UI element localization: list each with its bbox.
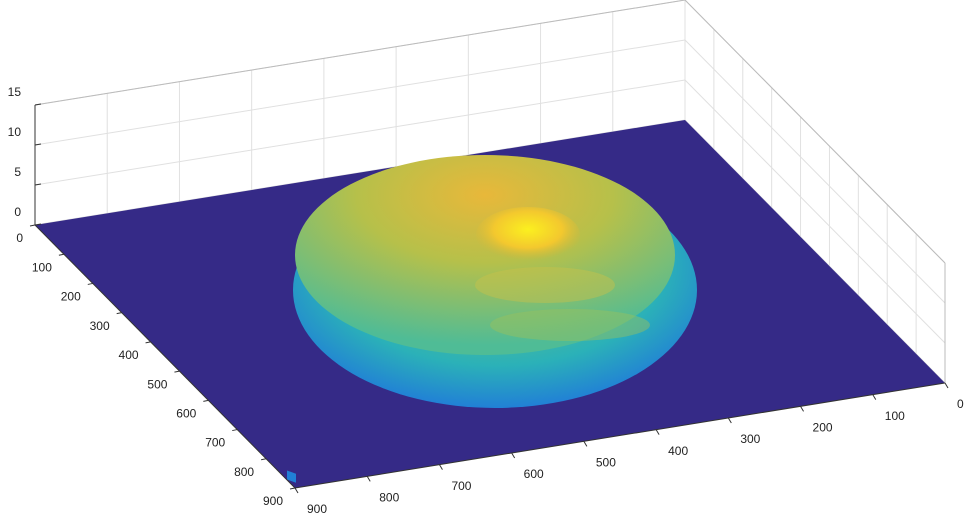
y-tick [145, 341, 151, 344]
x-tick [655, 429, 660, 435]
x-tick [800, 406, 804, 412]
surface-speck [287, 470, 296, 483]
z-tick [34, 143, 42, 146]
y-tick [29, 224, 36, 227]
y-tick-label: 800 [234, 465, 254, 479]
grid-line [684, 39, 946, 304]
x-tick [872, 394, 877, 400]
y-tick [261, 458, 267, 461]
surface-ridge [490, 309, 650, 341]
x-tick-label: 100 [885, 409, 905, 423]
surface-peak [476, 207, 580, 263]
z-tick-label: 15 [8, 85, 22, 99]
y-tick [87, 282, 93, 285]
x-tick [727, 417, 732, 424]
z-tick [34, 183, 42, 186]
axis-box [684, 0, 946, 264]
y-tick-label: 600 [176, 407, 196, 421]
y-axis [34, 224, 296, 489]
z-tick [34, 103, 42, 106]
y-tick-label: 900 [263, 494, 283, 508]
y-tick-label: 500 [147, 377, 167, 391]
z-tick [34, 223, 42, 226]
z-tick-label: 0 [14, 205, 21, 219]
x-tick-label: 800 [379, 491, 399, 505]
y-tick-label: 700 [205, 436, 225, 450]
y-tick [232, 429, 238, 432]
x-tick [944, 382, 949, 389]
y-tick-label: 300 [90, 319, 110, 333]
x-tick-label: 500 [596, 456, 616, 470]
surface-ridge [475, 267, 615, 303]
x-tick-label: 300 [740, 432, 760, 446]
y-tick [174, 370, 180, 373]
grid-line [34, 39, 686, 146]
z-tick-label: 10 [8, 125, 22, 139]
x-tick [583, 441, 588, 447]
x-tick-label: 400 [668, 444, 688, 458]
x-tick-label: 900 [307, 502, 327, 516]
grid-line [34, 79, 686, 186]
grid-line [684, 79, 946, 344]
y-tick-label: 200 [61, 290, 81, 304]
grid [34, 0, 946, 384]
x-tick [366, 476, 371, 482]
y-tick [58, 253, 64, 256]
x-axis [294, 382, 946, 489]
surface-top [295, 155, 675, 355]
y-tick-label: 0 [16, 231, 23, 245]
y-tick [116, 312, 122, 315]
x-tick-label: 0 [957, 397, 964, 411]
x-tick-label: 600 [524, 467, 544, 481]
x-tick-label: 700 [451, 479, 471, 493]
z-tick-label: 5 [14, 165, 21, 179]
axes: 0 5 10 15 0 100 200 300 400 500 600 700 800 900 0 100 20… [8, 85, 964, 516]
y-tick-label: 400 [119, 348, 139, 362]
x-tick [439, 464, 443, 470]
surface [287, 155, 697, 483]
y-tick [289, 487, 296, 490]
x-tick-label: 200 [813, 421, 833, 435]
x-tick [511, 452, 516, 459]
y-tick [203, 399, 209, 402]
x-tick [294, 487, 299, 494]
y-tick-label: 100 [32, 260, 52, 274]
axis-box [34, 0, 686, 106]
